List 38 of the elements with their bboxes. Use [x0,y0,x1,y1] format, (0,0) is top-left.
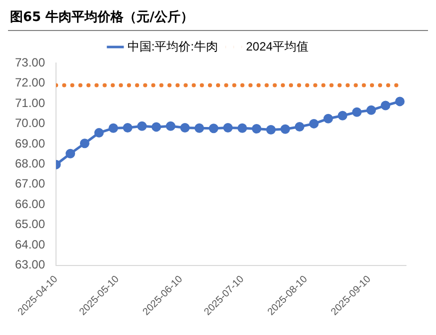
point [66,148,76,158]
point [94,128,104,138]
point [208,124,218,134]
chart-title: 图65 牛肉平均价格（元/公斤） [9,8,194,26]
point [180,123,190,132]
y-tick-label: 67.00 [15,176,46,191]
point [280,124,290,134]
y-tick-label: 72.00 [15,76,46,90]
point [152,122,162,132]
y-tick-label: 64.00 [15,237,46,252]
point [137,121,147,131]
point [80,138,90,148]
point [266,125,276,135]
y-tick-label: 65.00 [15,217,46,232]
y-tick-label: 73.00 [15,55,46,70]
y-tick-label: 63.00 [15,258,46,272]
point [194,123,204,133]
point [380,100,390,110]
point [223,123,233,132]
legend-label: 2024平均值 [246,39,309,54]
y-tick-label: 71.00 [15,96,46,110]
legend-label: 中国:平均价:牛肉 [127,39,218,54]
point [122,123,132,132]
y-tick-label: 69.00 [15,136,46,150]
point [323,114,333,124]
point [395,96,405,106]
point [166,121,176,131]
point [309,118,319,128]
point [108,123,118,133]
y-tick-label: 70.00 [15,116,46,130]
point [366,105,376,115]
y-tick-label: 66.00 [15,196,46,211]
point [252,124,262,134]
y-tick-label: 68.00 [15,156,46,170]
point [352,107,362,117]
point [238,123,248,133]
point [338,110,348,120]
point [294,122,304,132]
